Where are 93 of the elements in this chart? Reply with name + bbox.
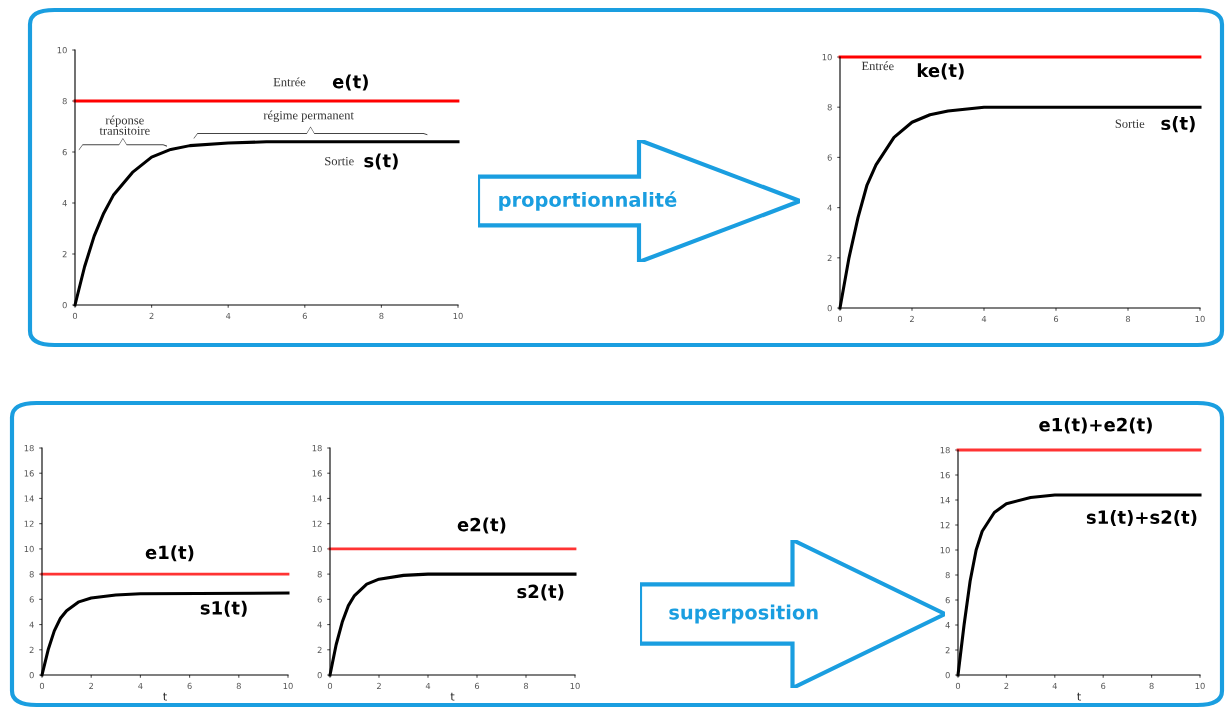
y-tick-label: 18 (312, 444, 322, 452)
x-tick-label: 4 (138, 682, 143, 689)
x-tick-label: 8 (523, 682, 529, 690)
y-tick-label: 16 (312, 470, 322, 477)
x-tick-label: 6 (187, 682, 192, 690)
annotation: réponse transitoire (99, 115, 150, 135)
y-tick-label: 8 (29, 571, 34, 578)
annotation: Entrée (861, 61, 894, 71)
y-tick-label: 6 (317, 596, 322, 603)
y-tick-label: 4 (317, 621, 322, 628)
x-tick-label: 4 (225, 312, 231, 319)
x-tick-label: 2 (1004, 682, 1009, 689)
y-tick-label: 10 (312, 545, 322, 553)
x-tick-label: 0 (837, 315, 843, 323)
x-tick-label: 6 (1053, 315, 1059, 323)
x-tick-label: 10 (570, 682, 580, 690)
x-tick-label: 6 (474, 682, 480, 690)
y-tick-label: 2 (29, 646, 34, 653)
x-tick-label: 0 (39, 682, 45, 690)
series-label: e1(t)+e2(t) (1039, 417, 1152, 434)
x-tick-label: 10 (453, 312, 463, 320)
series-label: s1(t) (200, 600, 247, 617)
y-tick-label: 2 (827, 254, 832, 261)
y-tick-label: 12 (24, 520, 34, 527)
y-tick-label: 4 (29, 621, 34, 628)
x-tick-label: 6 (302, 312, 307, 320)
x-tick-label: 0 (72, 312, 78, 320)
y-tick-label: 0 (827, 304, 832, 312)
annotation: régime permanent (263, 110, 354, 122)
x-tick-label: 8 (1149, 682, 1154, 690)
y-tick-label: 10 (940, 546, 950, 554)
annotation: Sortie (325, 156, 354, 166)
y-tick-label: 12 (940, 521, 950, 529)
y-tick-label: 4 (827, 204, 832, 211)
x-axis-title: t (450, 692, 455, 701)
text: proportionnalité (499, 191, 677, 211)
y-tick-label: 4 (945, 622, 950, 629)
y-tick-label: 18 (940, 446, 950, 454)
y-tick-label: 10 (822, 53, 832, 61)
series-label: ke(t) (917, 63, 964, 80)
y-tick-label: 16 (940, 471, 950, 479)
annotation: Sortie (1115, 119, 1145, 128)
x-tick-label: 8 (379, 312, 384, 320)
y-tick-label: 16 (24, 470, 34, 477)
series-label: s(t) (1161, 116, 1195, 133)
series-label: s1(t)+s2(t) (1086, 510, 1197, 527)
y-tick-label: 6 (945, 596, 950, 604)
y-tick-label: 14 (24, 495, 34, 502)
x-tick-label: 2 (89, 682, 94, 689)
y-tick-label: 8 (317, 571, 322, 578)
x-tick-label: 0 (955, 682, 961, 690)
x-axis-title: t (163, 692, 167, 701)
y-tick-label: 10 (57, 46, 67, 54)
x-tick-label: 8 (1125, 315, 1131, 323)
x-tick-label: 2 (149, 312, 154, 319)
series-label: s(t) (364, 153, 398, 170)
y-tick-label: 2 (317, 646, 322, 653)
y-tick-label: 14 (312, 495, 322, 502)
series-label: s2(t) (517, 584, 564, 601)
annotation: Entrée (273, 77, 306, 87)
x-tick-label: 4 (425, 682, 431, 689)
x-tick-label: 10 (283, 682, 293, 690)
series-label: e(t) (332, 74, 368, 91)
y-tick-label: 12 (312, 520, 322, 527)
y-tick-label: 8 (62, 97, 67, 105)
y-tick-label: 6 (827, 154, 832, 161)
y-tick-label: 10 (24, 545, 34, 553)
x-tick-label: 8 (236, 682, 241, 690)
series-label: e1(t) (145, 545, 194, 562)
y-tick-label: 0 (62, 301, 67, 309)
y-tick-label: 6 (62, 148, 67, 156)
x-tick-label: 10 (1195, 315, 1205, 323)
y-tick-label: 0 (317, 671, 322, 679)
x-axis-title: t (1077, 692, 1081, 701)
x-tick-label: 4 (1052, 682, 1057, 689)
text: superposition (669, 604, 818, 624)
x-tick-label: 6 (1101, 682, 1106, 690)
y-tick-label: 0 (945, 671, 950, 679)
y-tick-label: 8 (827, 104, 832, 111)
y-tick-label: 4 (62, 200, 67, 207)
y-tick-label: 2 (945, 646, 950, 654)
series-label: e2(t) (457, 517, 506, 534)
x-tick-label: 10 (1195, 682, 1205, 690)
y-tick-label: 6 (29, 596, 34, 603)
y-tick-label: 18 (24, 444, 34, 452)
x-tick-label: 0 (327, 682, 333, 690)
y-tick-label: 14 (940, 497, 950, 504)
x-tick-label: 2 (376, 682, 381, 689)
y-tick-label: 2 (62, 250, 67, 258)
y-tick-label: 8 (945, 571, 950, 579)
x-tick-label: 4 (981, 315, 987, 322)
y-tick-label: 0 (29, 671, 34, 679)
x-tick-label: 2 (909, 315, 914, 322)
